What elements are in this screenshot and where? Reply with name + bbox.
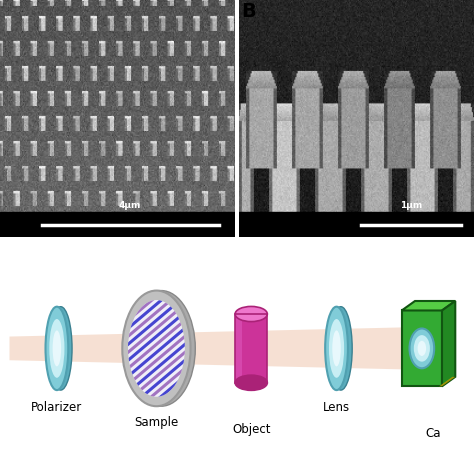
Ellipse shape [49,307,72,390]
Ellipse shape [329,319,344,378]
Ellipse shape [122,291,191,406]
FancyBboxPatch shape [235,314,267,383]
Ellipse shape [418,341,426,356]
Ellipse shape [414,335,430,362]
Ellipse shape [53,330,61,366]
Bar [0,212,235,237]
Text: 4μm: 4μm [119,201,141,210]
Ellipse shape [235,306,267,321]
Ellipse shape [329,307,352,390]
Text: Ca: Ca [426,427,441,439]
Ellipse shape [46,307,68,390]
Ellipse shape [128,300,185,397]
Polygon shape [235,314,242,383]
Bar [239,212,474,237]
FancyBboxPatch shape [402,310,442,386]
Ellipse shape [49,319,64,378]
Polygon shape [442,301,456,386]
Text: Sample: Sample [134,416,179,428]
Ellipse shape [410,328,434,368]
Text: Polarizer: Polarizer [31,401,82,414]
Ellipse shape [127,291,195,406]
Ellipse shape [128,300,185,397]
Text: Lens: Lens [323,401,350,414]
Ellipse shape [332,330,341,366]
Text: B: B [241,2,255,21]
Polygon shape [402,301,456,310]
Ellipse shape [325,307,348,390]
Polygon shape [439,377,456,386]
Polygon shape [9,327,417,370]
Text: 1μm: 1μm [400,201,422,210]
Ellipse shape [235,375,267,391]
Text: Object: Object [232,423,271,436]
